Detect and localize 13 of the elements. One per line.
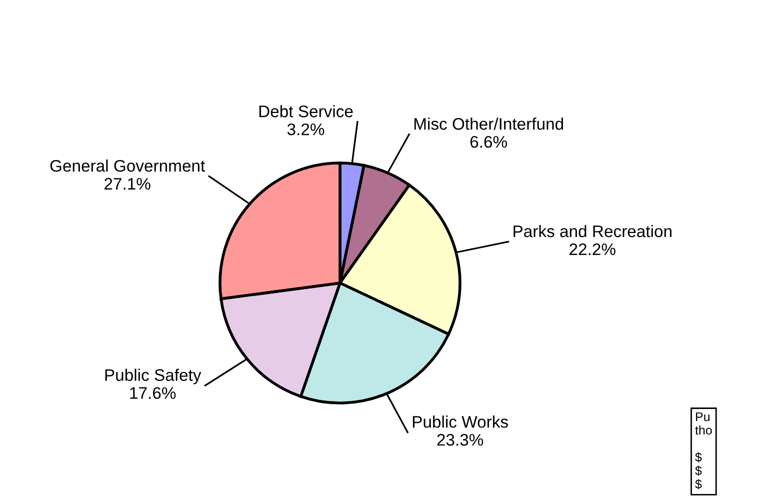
- data-label: 17.6%: [130, 387, 176, 399]
- data-label: 22.2%: [570, 243, 616, 256]
- data-label: 23.3%: [437, 434, 484, 446]
- data-label: 27.1%: [104, 178, 150, 190]
- slice-label: General Government: [50, 160, 206, 172]
- slice-label: Parks and Recreation: [514, 224, 672, 238]
- slice-label: Misc Other/Interfund: [414, 118, 564, 130]
- data-label: 3.2%: [287, 123, 324, 136]
- slice-label: Public Works: [412, 416, 508, 428]
- slice-label: Debt Service: [259, 105, 353, 118]
- slice-label: Public Safety: [105, 368, 202, 384]
- text: Pu tho $ $ $: [695, 412, 712, 490]
- data-label: 6.6%: [470, 136, 507, 148]
